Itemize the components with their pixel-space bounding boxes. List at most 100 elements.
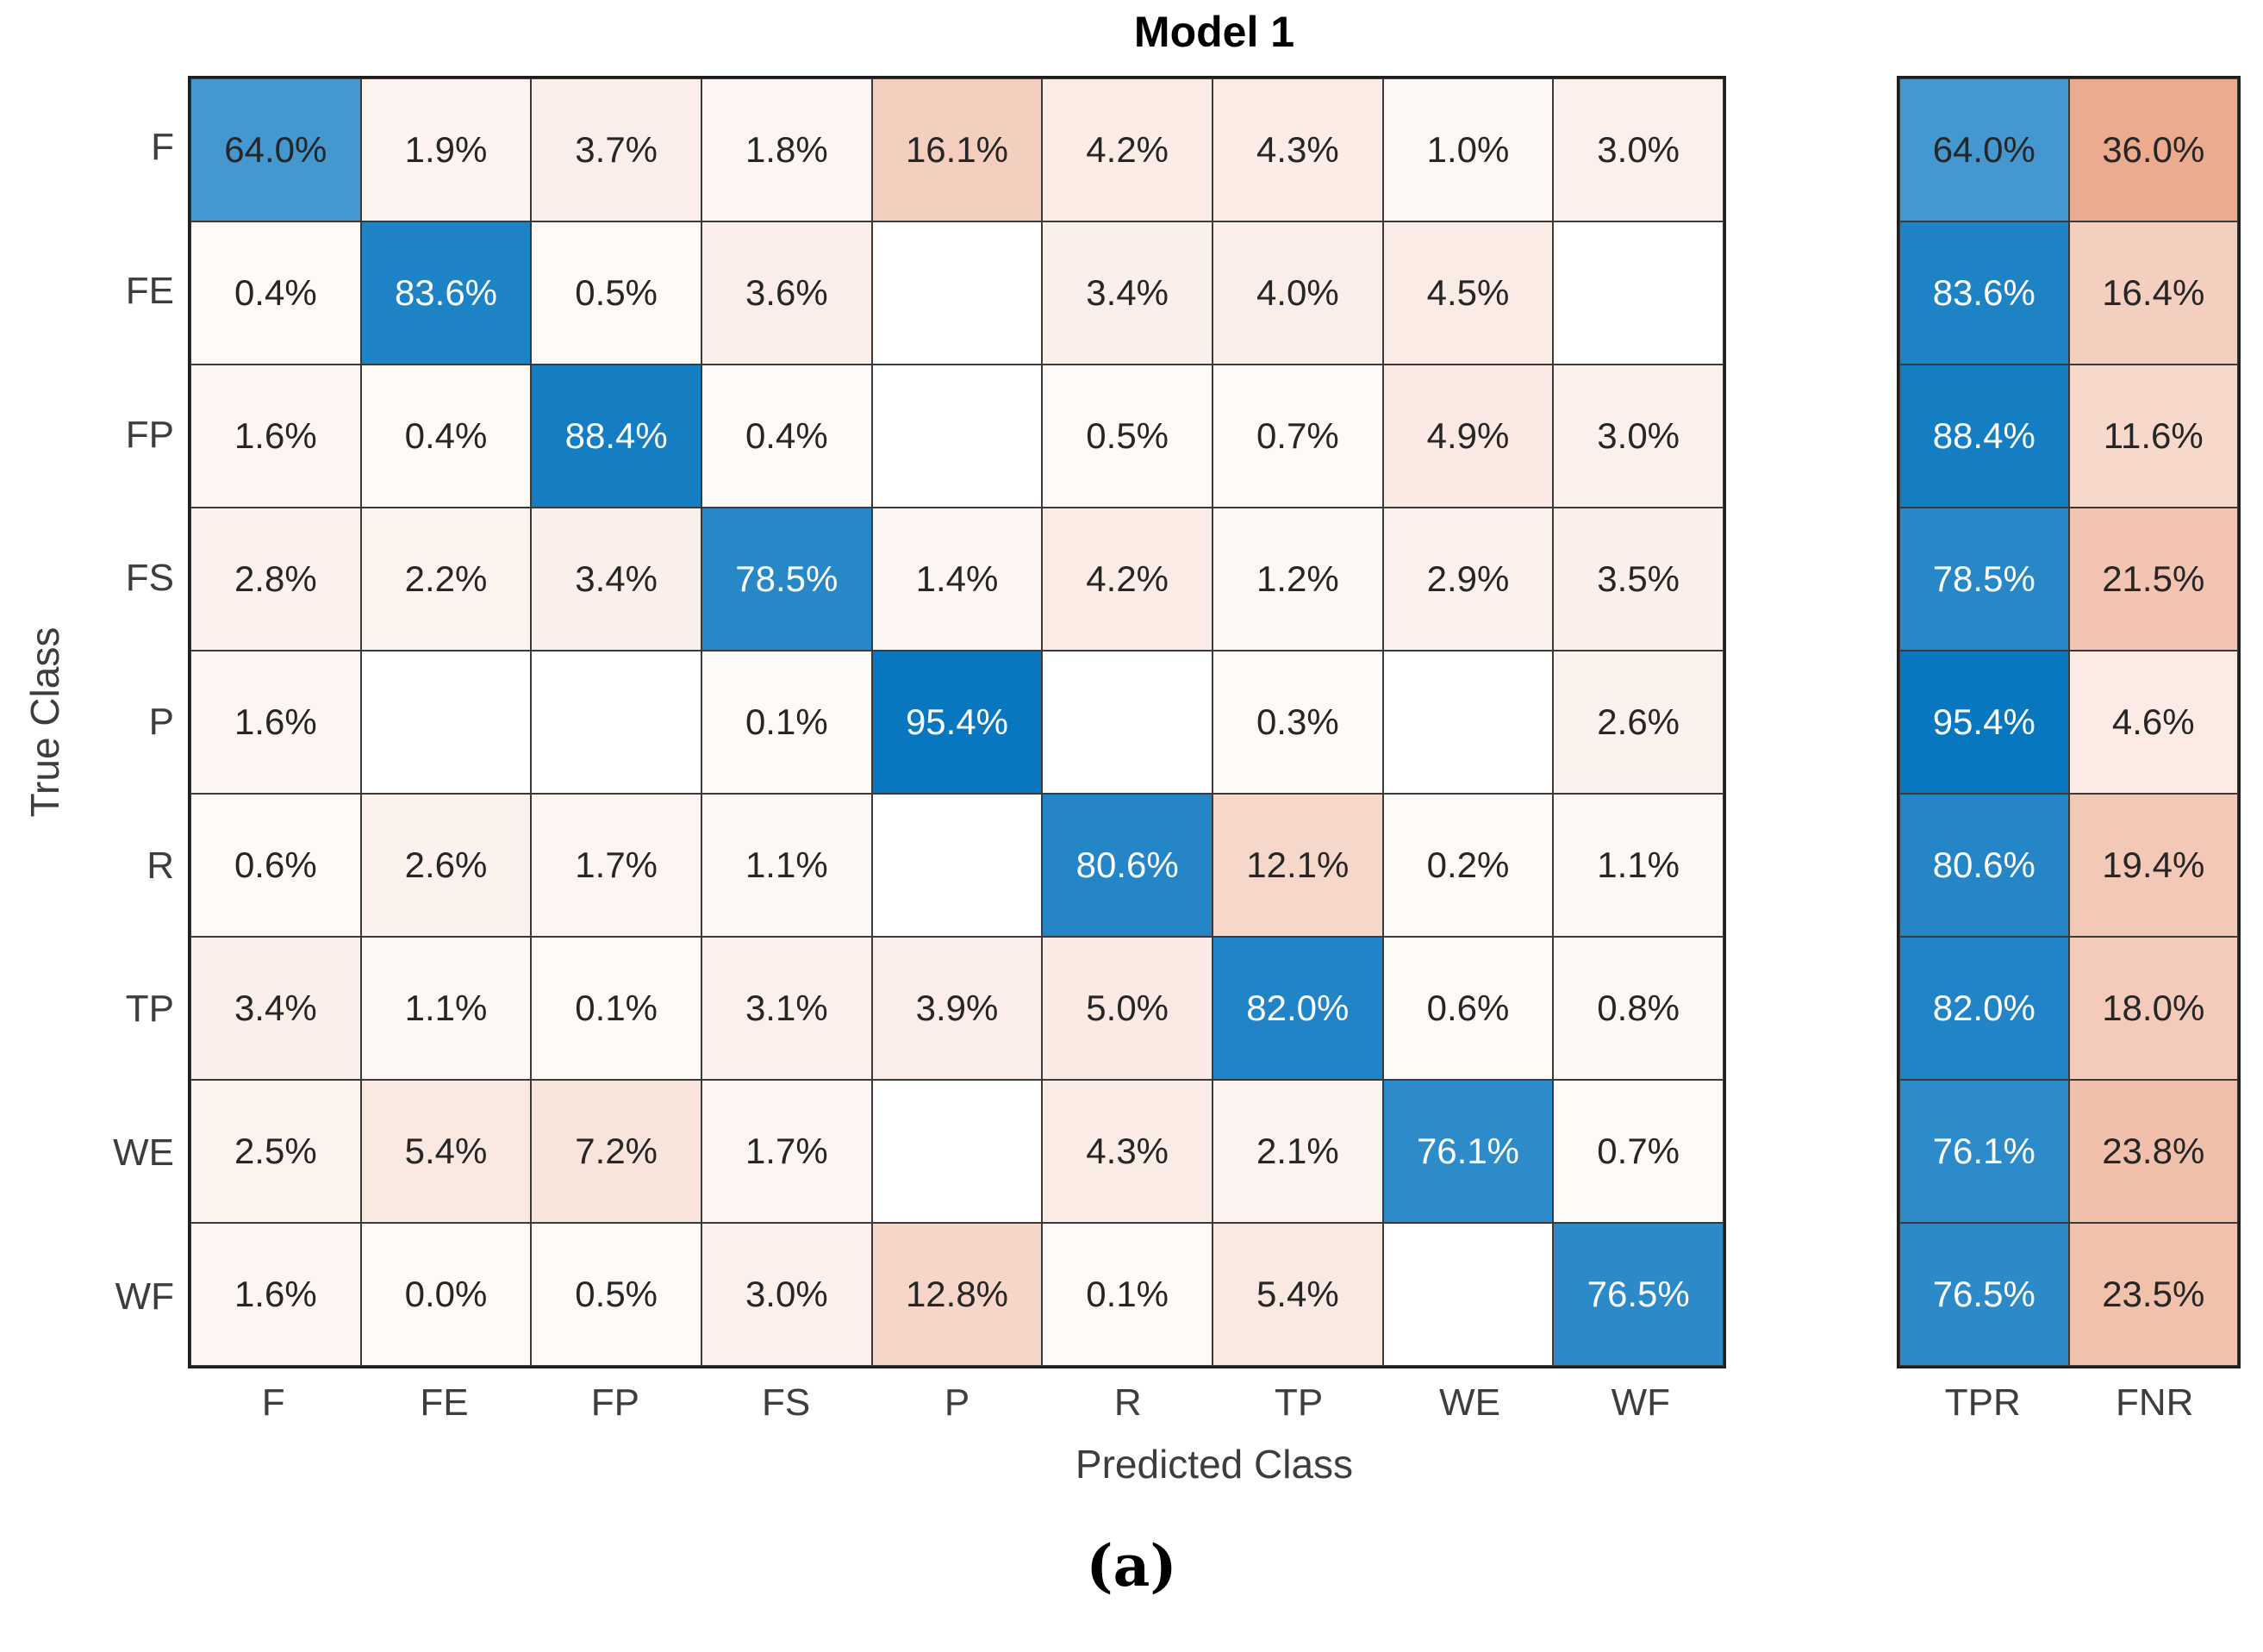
matrix-cell-FE-FS: 3.6% xyxy=(701,221,872,365)
summary-cell-tpr-FS: 78.5% xyxy=(1899,508,2069,651)
matrix-cell-FS-TP: 1.2% xyxy=(1213,508,1383,651)
matrix-cell-FE-R: 3.4% xyxy=(1042,221,1213,365)
matrix-cell-WE-WF: 0.7% xyxy=(1553,1080,1724,1223)
matrix-cell-FP-P xyxy=(871,365,1043,508)
col-label-FS: FS xyxy=(762,1381,811,1424)
matrix-cell-P-WF: 2.6% xyxy=(1553,651,1724,794)
row-label-P: P xyxy=(148,700,174,743)
row-label-R: R xyxy=(147,844,174,887)
matrix-cell-P-P: 95.4% xyxy=(871,651,1043,794)
row-label-FE: FE xyxy=(125,269,174,312)
matrix-cell-P-TP: 0.3% xyxy=(1213,651,1383,794)
matrix-cell-WF-R: 0.1% xyxy=(1042,1223,1213,1366)
row-labels: F FE FP FS P R TP WE WF xyxy=(52,76,178,1368)
summary-label-fnr: FNR xyxy=(2116,1381,2194,1424)
matrix-cell-FS-FE: 2.2% xyxy=(360,508,532,651)
matrix-cell-P-FP xyxy=(531,651,701,794)
x-axis-label: Predicted Class xyxy=(1075,1442,1354,1487)
matrix-cell-FE-WF xyxy=(1553,221,1724,365)
matrix-cell-FP-R: 0.5% xyxy=(1042,365,1213,508)
summary-cell-tpr-FP: 88.4% xyxy=(1899,365,2069,508)
matrix-cell-R-WF: 1.1% xyxy=(1553,794,1724,937)
row-label-F: F xyxy=(151,126,174,169)
col-label-FP: FP xyxy=(590,1381,639,1424)
matrix-cell-F-F: 64.0% xyxy=(190,78,361,221)
matrix-cell-F-FE: 1.9% xyxy=(360,78,532,221)
matrix-cell-TP-WE: 0.6% xyxy=(1382,937,1554,1080)
matrix-cell-WE-WE: 76.1% xyxy=(1382,1080,1554,1223)
matrix-cell-F-TP: 4.3% xyxy=(1213,78,1383,221)
summary-cell-tpr-F: 64.0% xyxy=(1899,78,2069,221)
matrix-cell-FE-P xyxy=(871,221,1043,365)
col-label-TP: TP xyxy=(1275,1381,1324,1424)
matrix-cell-WE-R: 4.3% xyxy=(1042,1080,1213,1223)
matrix-cell-F-P: 16.1% xyxy=(871,78,1043,221)
row-label-FS: FS xyxy=(125,557,174,600)
matrix-cell-WE-FS: 1.7% xyxy=(701,1080,872,1223)
matrix-cell-P-FE xyxy=(360,651,532,794)
summary-cell-fnr-R: 19.4% xyxy=(2068,794,2238,937)
summary-column-labels: TPR FNR xyxy=(1897,1379,2241,1427)
matrix-cell-WE-P xyxy=(871,1080,1043,1223)
matrix-cell-TP-FS: 3.1% xyxy=(701,937,872,1080)
matrix-cell-FE-TP: 4.0% xyxy=(1213,221,1383,365)
matrix-cell-FP-TP: 0.7% xyxy=(1213,365,1383,508)
summary-cell-fnr-P: 4.6% xyxy=(2068,651,2238,794)
matrix-cell-WE-F: 2.5% xyxy=(190,1080,361,1223)
col-label-F: F xyxy=(261,1381,285,1424)
col-label-R: R xyxy=(1113,1381,1142,1424)
matrix-cell-R-F: 0.6% xyxy=(190,794,361,937)
matrix-cell-TP-R: 5.0% xyxy=(1042,937,1213,1080)
matrix-cell-R-TP: 12.1% xyxy=(1213,794,1383,937)
matrix-cell-FS-FS: 78.5% xyxy=(701,508,872,651)
row-label-WE: WE xyxy=(113,1131,174,1174)
matrix-cell-R-R: 80.6% xyxy=(1042,794,1213,937)
row-label-TP: TP xyxy=(125,988,174,1031)
chart-title: Model 1 xyxy=(1133,8,1295,56)
matrix-cell-WE-FE: 5.4% xyxy=(360,1080,532,1223)
matrix-cell-FP-F: 1.6% xyxy=(190,365,361,508)
col-label-P: P xyxy=(944,1381,970,1424)
matrix-cell-FE-FP: 0.5% xyxy=(531,221,701,365)
matrix-cell-FP-FP: 88.4% xyxy=(531,365,701,508)
matrix-cell-FS-P: 1.4% xyxy=(871,508,1043,651)
matrix-cell-FE-FE: 83.6% xyxy=(360,221,532,365)
row-label-WF: WF xyxy=(115,1275,174,1318)
matrix-cell-TP-FP: 0.1% xyxy=(531,937,701,1080)
matrix-cell-F-FS: 1.8% xyxy=(701,78,872,221)
matrix-cell-WF-FS: 3.0% xyxy=(701,1223,872,1366)
matrix-cell-F-FP: 3.7% xyxy=(531,78,701,221)
summary-cell-fnr-WE: 23.8% xyxy=(2068,1080,2238,1223)
matrix-cell-WF-WF: 76.5% xyxy=(1553,1223,1724,1366)
matrix-cell-FE-WE: 4.5% xyxy=(1382,221,1554,365)
matrix-cell-P-FS: 0.1% xyxy=(701,651,872,794)
summary-cell-fnr-TP: 18.0% xyxy=(2068,937,2238,1080)
summary-cell-tpr-TP: 82.0% xyxy=(1899,937,2069,1080)
summary-cell-tpr-FE: 83.6% xyxy=(1899,221,2069,365)
summary-cell-fnr-FE: 16.4% xyxy=(2068,221,2238,365)
matrix-cell-R-FE: 2.6% xyxy=(360,794,532,937)
matrix-cell-WF-WE xyxy=(1382,1223,1554,1366)
matrix-cell-FS-FP: 3.4% xyxy=(531,508,701,651)
col-label-FE: FE xyxy=(420,1381,469,1424)
summary-cell-tpr-WE: 76.1% xyxy=(1899,1080,2069,1223)
matrix-cell-WF-P: 12.8% xyxy=(871,1223,1043,1366)
matrix-cell-FP-WE: 4.9% xyxy=(1382,365,1554,508)
matrix-cell-TP-F: 3.4% xyxy=(190,937,361,1080)
matrix-cell-FP-FE: 0.4% xyxy=(360,365,532,508)
matrix-cell-WF-FE: 0.0% xyxy=(360,1223,532,1366)
summary-cell-tpr-WF: 76.5% xyxy=(1899,1223,2069,1366)
matrix-cell-FS-WE: 2.9% xyxy=(1382,508,1554,651)
matrix-cell-TP-TP: 82.0% xyxy=(1213,937,1383,1080)
matrix-cell-WF-TP: 5.4% xyxy=(1213,1223,1383,1366)
matrix-cell-FS-WF: 3.5% xyxy=(1553,508,1724,651)
matrix-cell-F-WF: 3.0% xyxy=(1553,78,1724,221)
matrix-cell-FE-F: 0.4% xyxy=(190,221,361,365)
summary-cell-fnr-FS: 21.5% xyxy=(2068,508,2238,651)
matrix-cell-FP-WF: 3.0% xyxy=(1553,365,1724,508)
summary-cell-tpr-R: 80.6% xyxy=(1899,794,2069,937)
matrix-cell-WE-FP: 7.2% xyxy=(531,1080,701,1223)
matrix-cell-P-R xyxy=(1042,651,1213,794)
row-label-FP: FP xyxy=(125,413,174,456)
